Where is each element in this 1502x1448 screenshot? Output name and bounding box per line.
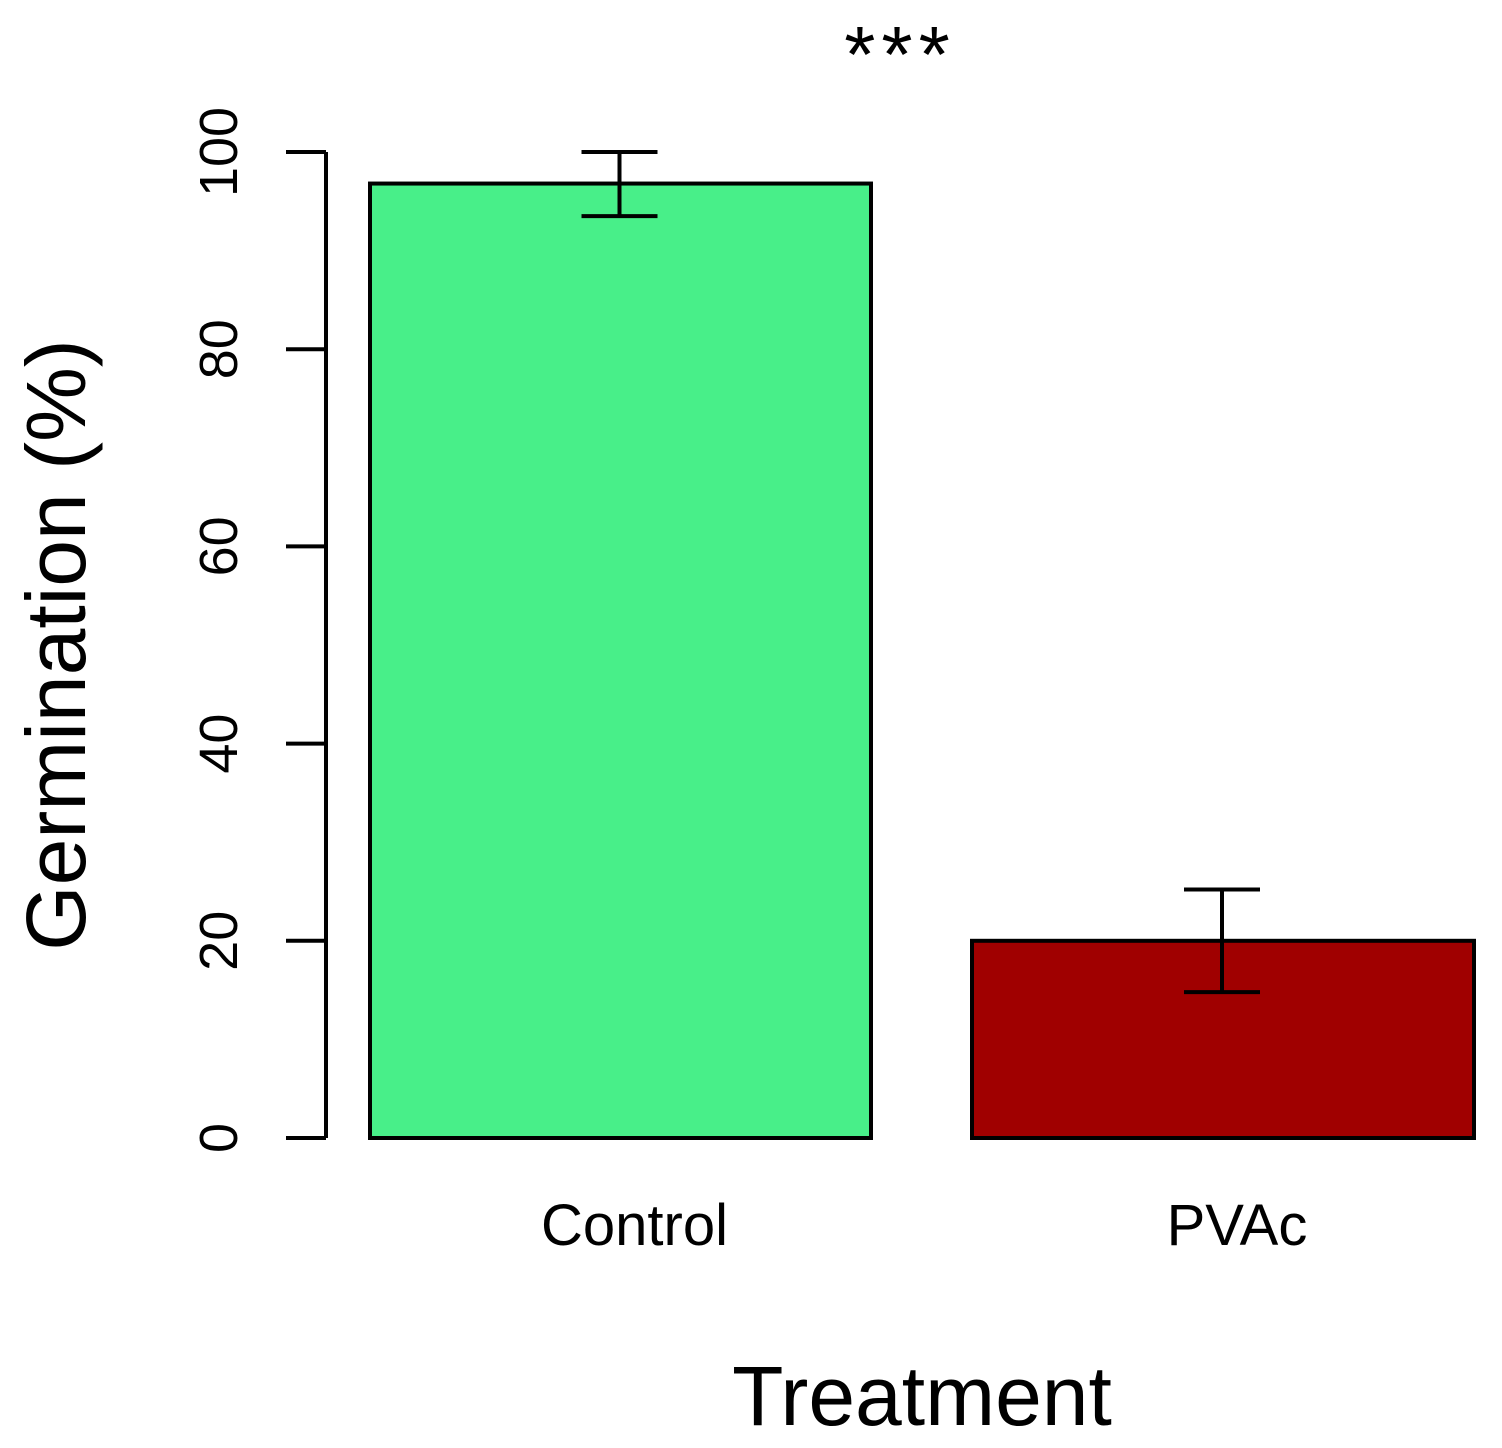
y-tick-label-80: 80 <box>189 319 249 379</box>
x-tick-label-control: Control <box>541 1193 728 1258</box>
error-bars <box>581 150 1260 995</box>
significance-annotation: *** <box>844 10 955 99</box>
y-ticks: 0 20 40 60 80 100 <box>189 107 326 1153</box>
bar-control <box>368 181 873 1140</box>
y-tick-label-0: 0 <box>189 1123 249 1153</box>
bars <box>368 181 1476 1140</box>
y-axis-title: Germination (%) <box>9 339 103 951</box>
x-labels: Control PVAc <box>541 1193 1307 1258</box>
x-tick-label-pvac: PVAc <box>1167 1193 1308 1258</box>
y-tick-label-40: 40 <box>189 714 249 774</box>
y-tick-label-60: 60 <box>189 516 249 576</box>
x-axis-title: Treatment <box>732 1349 1112 1443</box>
y-tick-label-20: 20 <box>189 911 249 971</box>
y-tick-label-100: 100 <box>189 107 249 197</box>
